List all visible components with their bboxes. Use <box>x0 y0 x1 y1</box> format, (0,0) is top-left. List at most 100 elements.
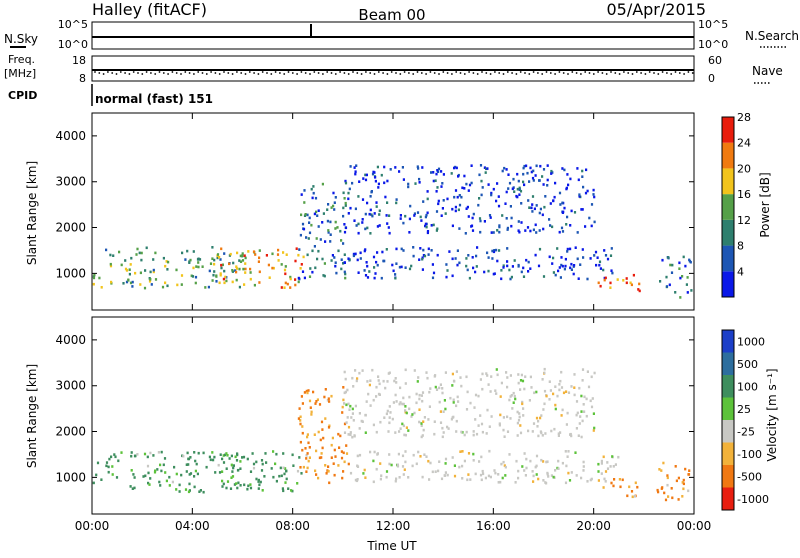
echo-cell <box>354 166 356 169</box>
echo-cell <box>521 465 523 468</box>
echo-cell <box>272 476 274 479</box>
echo-cell <box>479 217 481 220</box>
echo-cell <box>321 258 323 261</box>
echo-cell <box>539 417 541 420</box>
echo-cell <box>516 173 518 176</box>
echo-cell <box>619 478 621 481</box>
nave-dot <box>412 73 414 75</box>
echo-cell <box>304 277 306 280</box>
echo-cell <box>342 406 344 409</box>
echo-cell <box>418 258 420 261</box>
echo-cell <box>305 457 307 460</box>
echo-cell <box>512 188 514 191</box>
nave-dot <box>438 73 440 75</box>
echo-cell <box>305 236 307 239</box>
echo-cell <box>250 470 252 473</box>
echo-cell <box>472 267 474 270</box>
power-colorbar-swatch <box>722 220 734 246</box>
echo-cell <box>525 467 527 470</box>
echo-cell <box>220 274 222 277</box>
nave-dot <box>223 71 225 73</box>
echo-cell <box>519 416 521 419</box>
nave-dot <box>533 71 535 73</box>
nave-tick-bottom: 0 <box>708 72 715 85</box>
echo-cell <box>580 410 582 413</box>
echo-cell <box>404 461 406 464</box>
echo-cell <box>305 470 307 473</box>
echo-cell <box>500 269 502 272</box>
echo-cell <box>522 181 524 184</box>
echo-cell <box>506 168 508 171</box>
echo-cell <box>440 185 442 188</box>
nsearch-label: N.Search <box>745 29 799 43</box>
echo-cell <box>459 376 461 379</box>
echo-cell <box>258 487 260 490</box>
echo-cell <box>456 370 458 373</box>
echo-cell <box>413 214 415 217</box>
echo-cell <box>465 232 467 235</box>
echo-cell <box>593 254 595 257</box>
echo-cell <box>571 471 573 474</box>
nave-dot <box>640 72 642 74</box>
echo-cell <box>147 472 149 475</box>
echo-cell <box>582 469 584 472</box>
echo-cell <box>663 492 665 495</box>
echo-cell <box>414 182 416 185</box>
velocity-ylabel: Slant Range [km] <box>25 364 39 468</box>
nave-dot <box>675 71 677 73</box>
echo-cell <box>442 207 444 210</box>
echo-cell <box>404 215 406 218</box>
echo-cell <box>281 475 283 478</box>
echo-cell <box>427 230 429 233</box>
echo-cell <box>532 195 534 198</box>
echo-cell <box>141 252 143 255</box>
echo-cell <box>561 167 563 170</box>
echo-cell <box>228 263 230 266</box>
echo-cell <box>504 202 506 205</box>
echo-cell <box>195 265 197 268</box>
power-colorbar-tick: 16 <box>737 188 751 201</box>
echo-cell <box>565 258 567 261</box>
date-title: 05/Apr/2015 <box>606 0 706 19</box>
echo-cell <box>369 384 371 387</box>
echo-cell <box>566 250 568 253</box>
echo-cell <box>247 485 249 488</box>
echo-cell <box>414 369 416 372</box>
x-tick-label: 04:00 <box>175 519 210 533</box>
echo-cell <box>261 469 263 472</box>
nave-dot <box>129 73 131 75</box>
echo-cell <box>544 368 546 371</box>
echo-cell <box>284 273 286 276</box>
echo-cell <box>437 470 439 473</box>
echo-cell <box>582 368 584 371</box>
echo-cell <box>542 479 544 482</box>
echo-cell <box>578 434 580 437</box>
echo-cell <box>549 380 551 383</box>
echo-cell <box>583 403 585 406</box>
echo-cell <box>342 399 344 402</box>
echo-cell <box>345 378 347 381</box>
echo-cell <box>309 232 311 235</box>
echo-cell <box>139 252 141 255</box>
echo-cell <box>371 215 373 218</box>
echo-cell <box>533 229 535 232</box>
echo-cell <box>371 369 373 372</box>
echo-cell <box>336 226 338 229</box>
echo-cell <box>667 477 669 480</box>
echo-cell <box>344 431 346 434</box>
echo-cell <box>398 170 400 173</box>
echo-cell <box>345 227 347 230</box>
echo-cell <box>236 452 238 455</box>
echo-cell <box>425 371 427 374</box>
echo-cell <box>678 477 680 480</box>
echo-cell <box>586 415 588 418</box>
echo-cell <box>365 274 367 277</box>
echo-cell <box>603 486 605 489</box>
echo-cell <box>535 391 537 394</box>
echo-cell <box>366 227 368 230</box>
echo-cell <box>274 463 276 466</box>
echo-cell <box>326 472 328 475</box>
echo-cell <box>591 225 593 228</box>
echo-cell <box>490 476 492 479</box>
echo-cell <box>445 462 447 465</box>
